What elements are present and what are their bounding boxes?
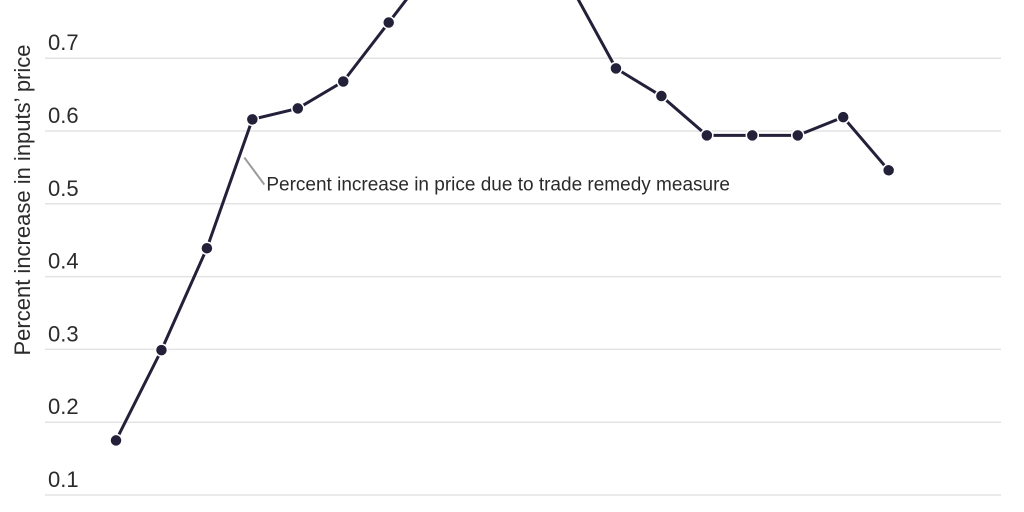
data-point [200,241,214,255]
y-tick-label: 0.1 [48,467,79,492]
gridlines [45,57,1001,496]
data-point [381,15,396,30]
data-point [336,74,350,89]
data-point [700,128,714,143]
data-point [609,61,623,76]
data-point [881,163,896,178]
data-point [745,128,760,143]
y-axis-title: Percent increase in inputs’ price [10,44,35,355]
data-series [109,0,896,448]
data-point [109,433,123,448]
y-tick-label: 0.6 [48,103,79,128]
y-axis-tick-labels: 0.1 0.2 0.3 0.4 0.5 0.6 0.7 [48,30,79,492]
annotation-leader-line [243,156,266,186]
y-tick-label: 0.2 [48,394,79,419]
series-line [114,0,890,442]
y-tick-label: 0.5 [48,176,79,201]
data-point [836,110,850,124]
data-point [791,128,805,143]
annotation-text: Percent increase in price due to trade r… [266,175,730,196]
data-point [291,101,305,116]
y-tick-label: 0.7 [48,30,79,55]
data-point [654,89,669,103]
data-point [154,343,169,357]
y-tick-label: 0.4 [48,249,79,274]
annotation: Percent increase in price due to trade r… [243,156,730,196]
y-tick-label: 0.3 [48,321,79,346]
data-point [245,112,260,127]
